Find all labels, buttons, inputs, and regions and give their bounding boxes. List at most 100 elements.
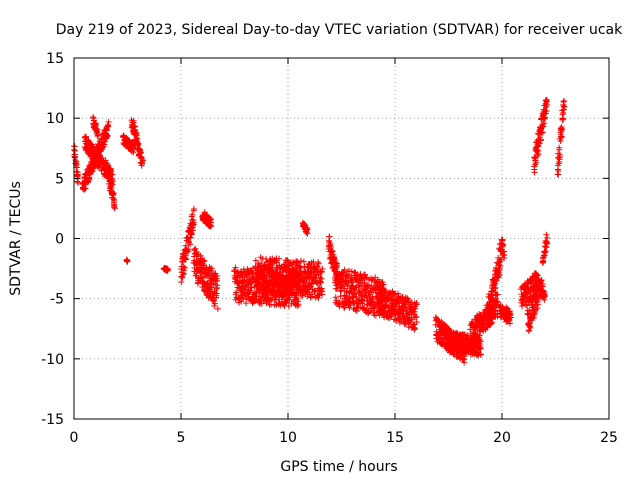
- data-point: [74, 178, 81, 185]
- x-tick-label: 5: [177, 430, 186, 446]
- data-point: [477, 345, 484, 352]
- data-point: [137, 150, 144, 157]
- data-point: [461, 356, 468, 363]
- data-point: [81, 186, 88, 193]
- y-tick-label: 0: [55, 232, 64, 248]
- data-point: [268, 301, 275, 308]
- data-point: [540, 123, 547, 130]
- data-point: [104, 133, 111, 140]
- data-point: [213, 285, 220, 292]
- data-point: [268, 267, 275, 274]
- data-point: [303, 275, 310, 282]
- data-point: [559, 111, 566, 118]
- data-point: [492, 289, 499, 296]
- data-point: [344, 273, 351, 280]
- data-point: [233, 289, 240, 296]
- data-point: [328, 244, 335, 251]
- data-point: [497, 262, 504, 269]
- data-point: [339, 277, 346, 284]
- data-point: [314, 263, 321, 270]
- data-point: [305, 285, 312, 292]
- data-point: [413, 319, 420, 326]
- data-point: [255, 278, 262, 285]
- data-point: [298, 257, 305, 264]
- data-point: [110, 191, 117, 198]
- data-point: [318, 285, 325, 292]
- data-point: [496, 267, 503, 274]
- data-point: [560, 98, 567, 105]
- data-point: [337, 293, 344, 300]
- data-point: [333, 261, 340, 268]
- data-point: [182, 256, 189, 263]
- y-tick-label: -15: [41, 412, 64, 428]
- data-point: [111, 203, 118, 210]
- data-point: [91, 146, 98, 153]
- data-point: [488, 294, 495, 301]
- data-point: [192, 245, 199, 252]
- data-point: [496, 272, 503, 279]
- data-point: [133, 134, 140, 141]
- data-point: [559, 125, 566, 132]
- data-point: [376, 300, 383, 307]
- data-point: [187, 234, 194, 241]
- data-point: [301, 263, 308, 270]
- data-point: [349, 282, 356, 289]
- data-point: [207, 221, 214, 228]
- data-point: [185, 238, 192, 245]
- data-point: [283, 265, 290, 272]
- data-point: [558, 133, 565, 140]
- data-point: [495, 299, 502, 306]
- data-point: [485, 317, 492, 324]
- y-tick-label: 10: [46, 111, 64, 127]
- data-point: [213, 294, 220, 301]
- data-point: [506, 320, 513, 327]
- data-point: [295, 301, 302, 308]
- data-point: [94, 129, 101, 136]
- data-point: [380, 286, 387, 293]
- data-point: [164, 267, 171, 274]
- data-point: [477, 351, 484, 358]
- data-point: [278, 273, 285, 280]
- data-point: [93, 122, 100, 129]
- data-point: [485, 310, 492, 317]
- data-point: [525, 328, 532, 335]
- data-point: [298, 264, 305, 271]
- data-point: [73, 164, 80, 171]
- data-point: [86, 174, 93, 181]
- y-tick-label: -5: [50, 292, 64, 308]
- data-point: [556, 144, 563, 151]
- data-point: [294, 259, 301, 266]
- data-point: [484, 323, 491, 330]
- data-point: [180, 263, 187, 270]
- data-point: [501, 252, 508, 259]
- data-point: [539, 129, 546, 136]
- data-point: [560, 109, 567, 116]
- data-point: [353, 283, 360, 290]
- data-point: [214, 273, 221, 280]
- data-point: [543, 231, 550, 238]
- y-axis-label: SDTVAR / TECUs: [8, 181, 24, 296]
- data-point: [71, 147, 78, 154]
- data-point: [208, 284, 215, 291]
- data-point: [181, 265, 188, 272]
- data-point: [273, 259, 280, 266]
- data-point: [338, 287, 345, 294]
- data-point: [473, 336, 480, 343]
- data-point: [262, 274, 269, 281]
- data-point: [539, 281, 546, 288]
- data-point: [303, 229, 310, 236]
- data-point: [489, 298, 496, 305]
- data-point: [203, 291, 210, 298]
- data-point: [277, 302, 284, 309]
- data-point: [477, 338, 484, 345]
- x-tick-label: 10: [279, 430, 297, 446]
- data-point: [347, 302, 354, 309]
- data-point: [541, 115, 548, 122]
- data-point: [240, 295, 247, 302]
- data-point: [252, 292, 259, 299]
- data-point: [341, 266, 348, 273]
- data-point: [543, 108, 550, 115]
- data-point: [284, 266, 291, 273]
- data-points: [71, 96, 568, 366]
- data-point: [319, 265, 326, 272]
